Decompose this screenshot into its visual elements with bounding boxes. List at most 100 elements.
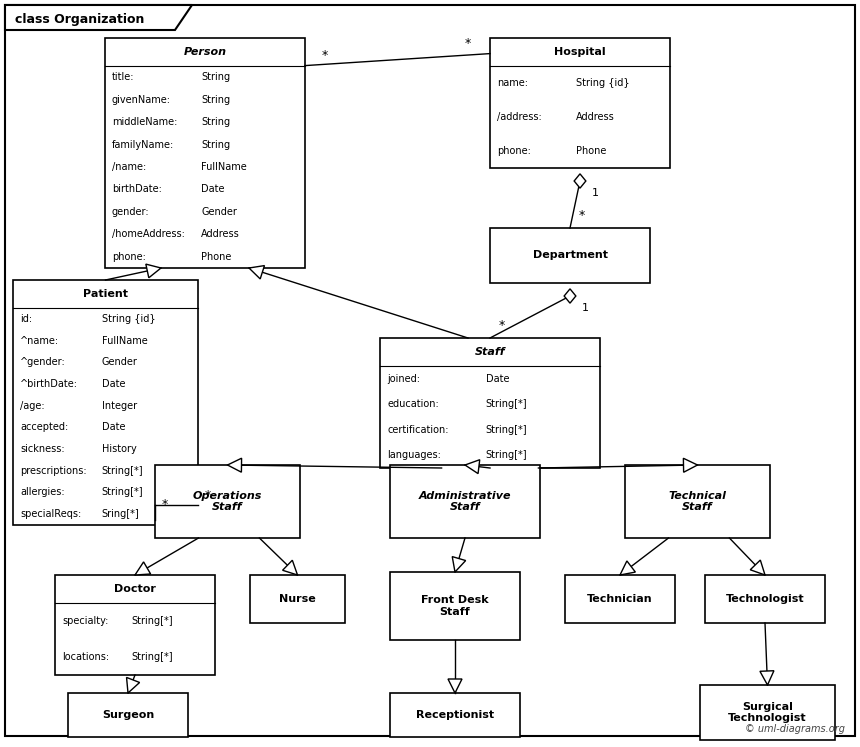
- Text: joined:: joined:: [387, 374, 420, 384]
- Text: String[*]: String[*]: [101, 465, 144, 476]
- Text: Sring[*]: Sring[*]: [101, 509, 139, 519]
- Bar: [13, 280, 198, 525]
- Text: Front Desk
Staff: Front Desk Staff: [421, 595, 488, 617]
- Polygon shape: [146, 264, 161, 278]
- Text: locations:: locations:: [62, 652, 109, 662]
- Text: /name:: /name:: [112, 162, 146, 172]
- Polygon shape: [228, 458, 242, 472]
- Text: Hospital: Hospital: [554, 47, 605, 57]
- Text: birthDate:: birthDate:: [112, 185, 162, 194]
- Bar: [705, 575, 825, 623]
- Bar: [390, 572, 520, 640]
- Bar: [380, 338, 600, 468]
- Text: /age:: /age:: [20, 400, 45, 411]
- Text: Patient: Patient: [83, 289, 128, 299]
- Text: Phone: Phone: [576, 146, 607, 156]
- Text: /homeAddress:: /homeAddress:: [112, 229, 185, 239]
- Text: Address: Address: [576, 112, 615, 122]
- Text: *: *: [205, 489, 211, 502]
- Polygon shape: [249, 266, 265, 279]
- Text: String: String: [201, 140, 230, 149]
- Text: String: String: [201, 95, 230, 105]
- Text: gender:: gender:: [112, 207, 150, 217]
- Text: ^gender:: ^gender:: [20, 357, 65, 368]
- Bar: [55, 575, 215, 675]
- Text: Administrative
Staff: Administrative Staff: [419, 491, 511, 512]
- Text: Nurse: Nurse: [280, 594, 316, 604]
- Text: String[*]: String[*]: [132, 616, 174, 626]
- Text: © uml-diagrams.org: © uml-diagrams.org: [745, 724, 845, 734]
- Text: class Organization: class Organization: [15, 13, 144, 25]
- Bar: [105, 38, 305, 268]
- Polygon shape: [574, 174, 586, 188]
- Text: languages:: languages:: [387, 450, 441, 460]
- Polygon shape: [750, 560, 765, 575]
- Text: Technical
Staff: Technical Staff: [668, 491, 727, 512]
- Bar: [490, 38, 670, 168]
- Text: String {id}: String {id}: [576, 78, 630, 88]
- Text: prescriptions:: prescriptions:: [20, 465, 87, 476]
- Text: FullName: FullName: [101, 335, 148, 346]
- Bar: [490, 228, 650, 283]
- Text: String[*]: String[*]: [486, 450, 527, 460]
- Text: id:: id:: [20, 314, 32, 324]
- Text: String[*]: String[*]: [486, 399, 527, 409]
- Text: middleName:: middleName:: [112, 117, 177, 127]
- Text: String: String: [201, 72, 230, 82]
- Text: Gender: Gender: [201, 207, 236, 217]
- Text: givenName:: givenName:: [112, 95, 171, 105]
- Text: familyName:: familyName:: [112, 140, 175, 149]
- Text: specialty:: specialty:: [62, 616, 108, 626]
- Text: Gender: Gender: [101, 357, 138, 368]
- Text: certification:: certification:: [387, 425, 449, 435]
- Text: 1: 1: [581, 303, 588, 313]
- Text: String {id}: String {id}: [101, 314, 156, 324]
- Text: *: *: [465, 37, 471, 50]
- Text: *: *: [322, 49, 329, 62]
- Text: *: *: [162, 498, 168, 511]
- Text: phone:: phone:: [497, 146, 531, 156]
- Bar: [68, 693, 188, 737]
- Bar: [390, 465, 540, 538]
- Bar: [390, 693, 520, 737]
- Bar: [700, 685, 835, 740]
- Text: specialReqs:: specialReqs:: [20, 509, 81, 519]
- Polygon shape: [452, 557, 465, 572]
- Polygon shape: [684, 458, 697, 472]
- Text: String[*]: String[*]: [101, 488, 144, 498]
- Text: allergies:: allergies:: [20, 488, 64, 498]
- Text: Date: Date: [201, 185, 224, 194]
- Text: ^name:: ^name:: [20, 335, 59, 346]
- Bar: [155, 465, 300, 538]
- Text: Staff: Staff: [475, 347, 506, 357]
- Text: Phone: Phone: [201, 252, 231, 261]
- Text: Integer: Integer: [101, 400, 137, 411]
- Polygon shape: [448, 679, 462, 693]
- Text: *: *: [499, 320, 505, 332]
- Text: Person: Person: [183, 47, 226, 57]
- Polygon shape: [760, 671, 774, 685]
- Text: sickness:: sickness:: [20, 444, 64, 454]
- Text: Date: Date: [101, 422, 126, 433]
- Text: Address: Address: [201, 229, 240, 239]
- Polygon shape: [5, 5, 192, 30]
- Text: name:: name:: [497, 78, 528, 88]
- Text: Date: Date: [486, 374, 509, 384]
- Text: History: History: [101, 444, 137, 454]
- Text: Surgeon: Surgeon: [101, 710, 154, 720]
- Polygon shape: [126, 678, 139, 693]
- Text: String[*]: String[*]: [486, 425, 527, 435]
- Text: 1: 1: [592, 188, 599, 198]
- Text: Technologist: Technologist: [726, 594, 804, 604]
- Text: /address:: /address:: [497, 112, 542, 122]
- Text: ^birthDate:: ^birthDate:: [20, 379, 78, 389]
- Text: title:: title:: [112, 72, 134, 82]
- Text: phone:: phone:: [112, 252, 146, 261]
- Text: Surgical
Technologist: Surgical Technologist: [728, 701, 807, 723]
- Polygon shape: [564, 289, 576, 303]
- Polygon shape: [465, 459, 480, 474]
- Text: Doctor: Doctor: [114, 584, 156, 594]
- Bar: [565, 575, 675, 623]
- Polygon shape: [135, 562, 150, 575]
- Text: Date: Date: [101, 379, 126, 389]
